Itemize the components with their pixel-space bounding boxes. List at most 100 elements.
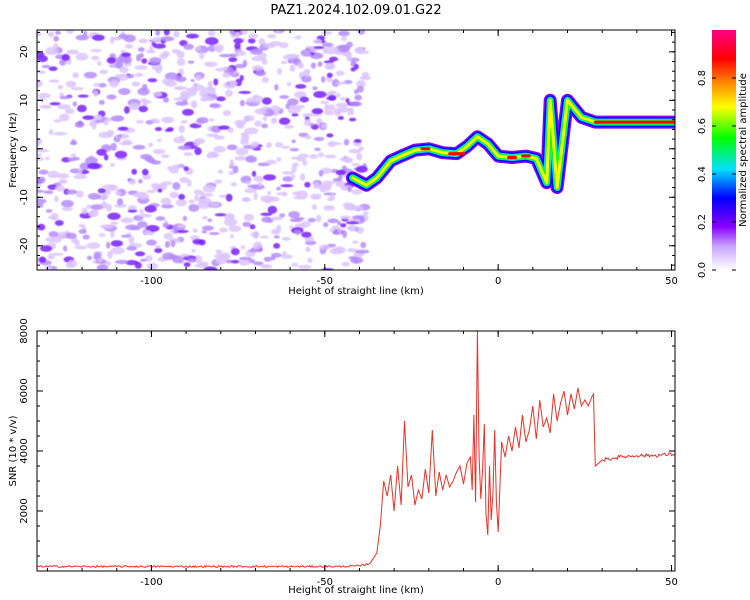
noise-speckle [202,184,216,193]
noise-speckle [341,36,348,42]
noise-speckle [134,65,148,70]
noise-speckle [75,52,89,61]
noise-speckle [107,212,121,220]
noise-speckle [294,229,301,235]
noise-speckle [145,224,160,233]
noise-speckle [106,203,113,212]
spectrogram-x-label: Height of straight line (km) [288,286,424,297]
noise-speckle [287,106,302,114]
noise-speckle [87,162,101,170]
noise-speckle [268,196,280,202]
noise-speckle [120,234,131,238]
noise-speckle [173,136,186,144]
noise-speckle [280,254,293,259]
noise-speckle [254,120,262,127]
noise-speckle [43,190,54,195]
noise-speckle [45,209,53,213]
noise-speckle [79,162,91,171]
noise-speckle [300,49,313,57]
noise-speckle [78,229,87,234]
noise-speckle [341,261,350,267]
noise-speckle [187,179,192,187]
noise-speckle [258,38,266,45]
spectrogram-x-axis: -100 -50 0 50 [46,30,678,287]
noise-speckle [129,226,142,231]
noise-speckle [339,215,351,220]
snr-plot-area [37,331,675,571]
noise-speckle [124,44,134,49]
noise-speckle [328,142,342,146]
noise-speckle [92,34,105,41]
noise-speckle [305,47,311,52]
noise-speckle [323,222,329,228]
noise-speckle [241,134,250,141]
noise-speckle [304,135,312,140]
noise-speckle [178,125,186,133]
noise-speckle [178,193,186,200]
noise-speckle [37,31,42,37]
noise-speckle [352,240,359,244]
noise-speckle [234,63,246,69]
noise-speckle [261,216,272,223]
noise-speckle [92,90,99,97]
noise-speckle [82,115,95,120]
noise-speckle [301,231,312,238]
noise-speckle [72,72,80,79]
noise-speckle [346,41,353,48]
noise-speckle [347,248,358,253]
noise-speckle [281,171,295,175]
noise-speckle [273,235,280,239]
noise-speckle [254,108,267,115]
noise-speckle [207,30,216,37]
noise-speckle [45,156,50,161]
noise-speckle [37,138,41,146]
noise-speckle [250,141,259,148]
noise-speckle [280,184,294,188]
noise-speckle [357,30,366,35]
noise-speckle [75,190,84,198]
noise-speckle [94,119,106,123]
noise-speckle [209,118,215,122]
noise-speckle [345,52,352,60]
noise-speckle [324,154,337,159]
noise-speckle [234,42,241,50]
noise-speckle [148,142,153,148]
noise-speckle [50,252,64,256]
noise-speckle [301,75,312,83]
noise-speckle [321,123,328,129]
noise-speckle [229,159,235,167]
noise-speckle [222,72,231,78]
y-tick-label: 0 [19,146,30,152]
noise-speckle [141,58,148,64]
noise-speckle [202,215,208,220]
noise-speckle [146,158,157,164]
noise-speckle [137,47,145,52]
noise-speckle [206,133,219,138]
noise-speckle [347,224,357,232]
noise-speckle [304,181,311,188]
noise-speckle [250,231,260,238]
noise-speckle [216,96,226,102]
x-tick-label: 0 [495,276,501,287]
noise-speckle [253,175,265,182]
noise-speckle [98,99,105,105]
noise-speckle [160,197,172,206]
noise-speckle [138,178,143,184]
noise-speckle [81,207,88,215]
noise-speckle [247,248,262,253]
noise-speckle [155,30,161,36]
noise-speckle [229,234,234,239]
noise-speckle [71,139,76,146]
noise-speckle [324,110,335,116]
noise-speckle [56,173,70,179]
noise-speckle [145,189,156,194]
noise-speckle [335,81,347,85]
noise-speckle [134,72,144,77]
noise-speckle [245,155,258,163]
noise-speckle [37,149,50,153]
noise-speckle [179,176,189,184]
noise-speckle [93,114,103,121]
noise-speckle [93,251,101,260]
noise-speckle [337,220,342,226]
noise-speckle [161,116,175,124]
